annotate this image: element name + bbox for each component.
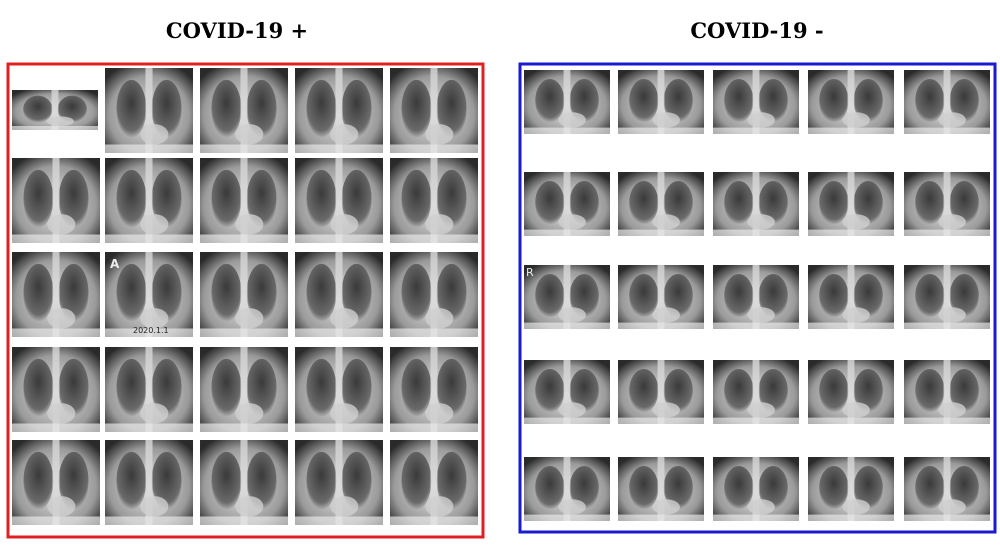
xray-image (904, 70, 990, 134)
positive-image-grid (12, 68, 478, 525)
xray-image (904, 457, 990, 521)
xray-image (200, 68, 288, 153)
panel-title: COVID-19 + (166, 18, 308, 43)
xray-image (808, 172, 894, 236)
negative-frame (518, 62, 997, 534)
xray-image (808, 265, 894, 329)
xray-image (524, 457, 610, 521)
xray-image (200, 252, 288, 337)
image-label: 2020.1.1 (133, 326, 169, 335)
positive-frame (6, 62, 485, 539)
xray-image (390, 252, 478, 337)
xray-image (713, 70, 799, 134)
xray-image (295, 347, 383, 432)
xray-image (618, 172, 704, 236)
xray-image (713, 172, 799, 236)
xray-image (618, 360, 704, 424)
xray-image (524, 265, 610, 329)
image-label: R (526, 266, 534, 279)
xray-image (295, 68, 383, 153)
xray-image (12, 440, 100, 525)
xray-image (12, 158, 100, 243)
xray-image (200, 158, 288, 243)
xray-image (808, 457, 894, 521)
xray-image (808, 70, 894, 134)
xray-image (713, 265, 799, 329)
xray-image (808, 360, 894, 424)
xray-image (105, 68, 193, 153)
negative-image-grid (524, 70, 990, 521)
xray-image (713, 360, 799, 424)
xray-image (12, 90, 98, 130)
xray-image (105, 440, 193, 525)
xray-image (904, 265, 990, 329)
xray-image (200, 347, 288, 432)
xray-image (12, 252, 100, 337)
xray-image (12, 347, 100, 432)
xray-image (295, 158, 383, 243)
image-label: A (110, 257, 120, 271)
xray-image (390, 68, 478, 153)
xray-image (390, 440, 478, 525)
xray-image (105, 158, 193, 243)
xray-image (295, 252, 383, 337)
xray-image (618, 265, 704, 329)
xray-image (200, 440, 288, 525)
xray-image (524, 70, 610, 134)
xray-image (105, 347, 193, 432)
xray-image (524, 360, 610, 424)
panel-title: COVID-19 - (690, 18, 823, 43)
xray-image (390, 158, 478, 243)
xray-image (618, 70, 704, 134)
xray-image (904, 172, 990, 236)
xray-image (713, 457, 799, 521)
xray-image (524, 172, 610, 236)
xray-image (295, 440, 383, 525)
xray-image (618, 457, 704, 521)
xray-image (390, 347, 478, 432)
xray-image (904, 360, 990, 424)
